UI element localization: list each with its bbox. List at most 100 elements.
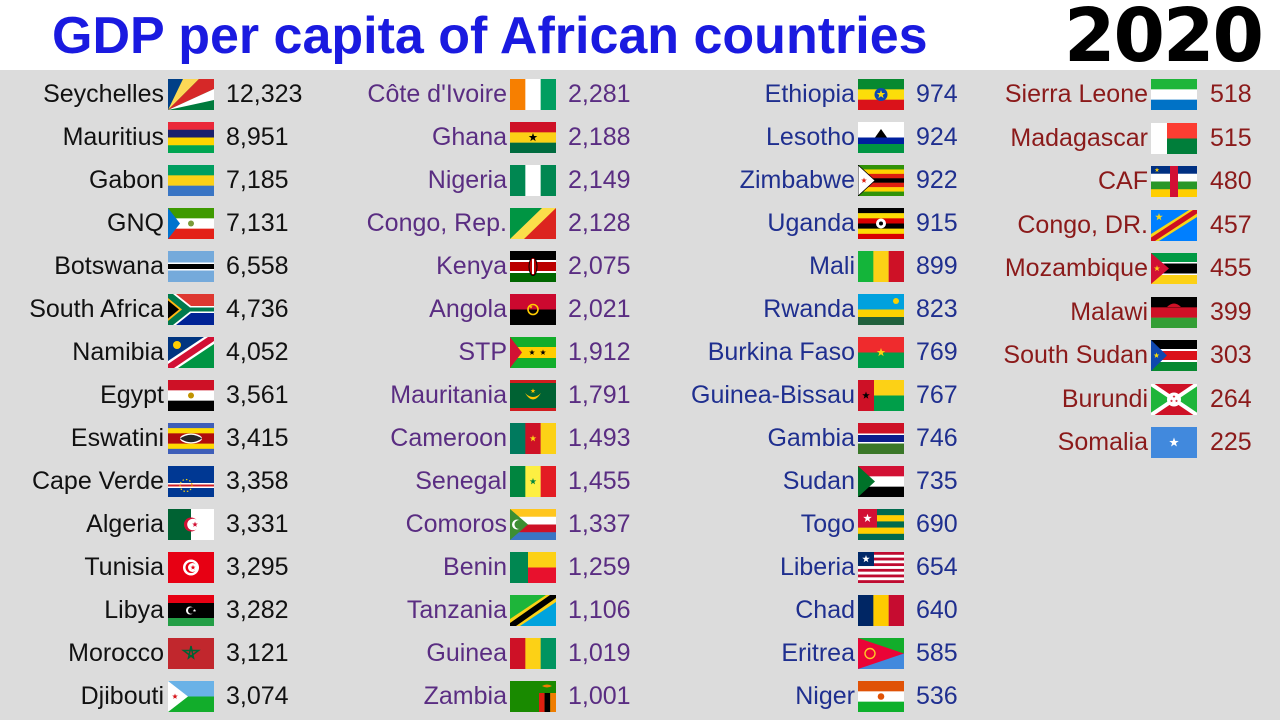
benin-flag-icon: [510, 552, 556, 583]
gdp-value: 3,295: [226, 553, 289, 581]
kenya-flag-icon: [510, 251, 556, 282]
country-name: Lesotho: [766, 123, 855, 151]
mauritius-flag-icon: [168, 122, 214, 153]
nigeria-flag-icon: [510, 165, 556, 196]
country-name: South Africa: [29, 295, 164, 323]
country-name: Tanzania: [406, 596, 507, 624]
southsudan-flag-icon: [1151, 340, 1197, 371]
country-name: Sierra Leone: [1004, 80, 1148, 108]
country-name: Namibia: [72, 338, 164, 366]
gdp-value: 2,281: [568, 80, 631, 108]
country-name: Somalia: [1057, 428, 1148, 456]
burundi-flag-icon: [1151, 383, 1197, 415]
lesotho-flag-icon: [858, 122, 904, 153]
country-name: Liberia: [779, 553, 855, 581]
country-name: Togo: [800, 510, 855, 538]
liberia-flag-icon: [858, 552, 904, 583]
gdp-value: 3,282: [226, 596, 289, 624]
country-name: Guinea-Bissau: [691, 381, 855, 409]
capeverde-flag-icon: [168, 466, 214, 497]
niger-flag-icon: [858, 681, 904, 712]
country-name: CAF: [1098, 167, 1148, 195]
madagascar-flag-icon: [1151, 122, 1197, 154]
gdp-value: 1,001: [568, 682, 631, 710]
country-name: Rwanda: [763, 295, 855, 323]
gdp-value: 1,455: [568, 467, 631, 495]
uganda-flag-icon: [858, 208, 904, 239]
gdp-value: 536: [916, 682, 958, 710]
country-name: Ghana: [431, 123, 507, 151]
gdp-value: 455: [1210, 254, 1252, 282]
burkina-flag-icon: [858, 337, 904, 368]
country-name: Zambia: [423, 682, 507, 710]
country-name: Cape Verde: [31, 467, 164, 495]
drc-flag-icon: [1151, 209, 1197, 241]
gdp-value: 6,558: [226, 252, 289, 280]
gdp-value: 2,149: [568, 166, 631, 194]
gdp-value: 225: [1210, 428, 1252, 456]
gdp-value: 3,415: [226, 424, 289, 452]
year-label: 2020: [1064, 0, 1264, 79]
gdp-value: 515: [1210, 123, 1252, 152]
senegal-flag-icon: [510, 466, 556, 497]
gdp-value: 3,331: [226, 510, 289, 538]
rwanda-flag-icon: [858, 294, 904, 325]
country-name: Kenya: [436, 252, 507, 280]
comoros-flag-icon: [510, 509, 556, 540]
gdp-value: 4,052: [226, 338, 289, 366]
gdp-value: 1,493: [568, 424, 631, 452]
stp-flag-icon: [510, 337, 556, 368]
gdp-value: 922: [916, 166, 958, 194]
gdp-value: 735: [916, 467, 958, 495]
country-name: Malawi: [1070, 297, 1148, 326]
mozambique-flag-icon: [1151, 253, 1197, 284]
egypt-flag-icon: [168, 380, 214, 411]
gdp-value: 1,791: [568, 381, 631, 409]
gdp-value: 2,188: [568, 123, 631, 151]
country-name: Gambia: [767, 424, 855, 452]
southafrica-flag-icon: [168, 294, 214, 325]
country-name: Burundi: [1061, 384, 1148, 413]
country-name: Uganda: [767, 209, 855, 237]
country-name: Djibouti: [80, 682, 164, 710]
gdp-value: 7,131: [226, 209, 289, 237]
seychelles-flag-icon: [168, 79, 214, 110]
congorep-flag-icon: [510, 208, 556, 239]
country-name: Comoros: [405, 510, 507, 538]
somalia-flag-icon: [1151, 427, 1197, 458]
country-name: Mauritania: [390, 381, 507, 409]
country-name: Eswatini: [70, 424, 164, 452]
country-name: Eritrea: [781, 639, 855, 667]
country-name: Mali: [809, 252, 855, 280]
gdp-value: 1,259: [568, 553, 631, 581]
zambia-flag-icon: [510, 681, 556, 712]
country-name: Morocco: [68, 639, 164, 667]
cameroon-flag-icon: [510, 423, 556, 454]
guinea-flag-icon: [510, 638, 556, 669]
gambia-flag-icon: [858, 423, 904, 454]
caf-flag-icon: [1151, 166, 1197, 197]
header-bar: GDP per capita of African countries 2020: [0, 0, 1280, 79]
country-name: South Sudan: [1003, 341, 1148, 369]
chad-flag-icon: [858, 595, 904, 626]
gdp-value: 974: [916, 80, 958, 108]
tanzania-flag-icon: [510, 595, 556, 626]
sierraleone-flag-icon: [1151, 79, 1197, 110]
country-name: Seychelles: [43, 80, 164, 108]
gdp-value: 457: [1210, 210, 1252, 239]
gdp-value: 823: [916, 295, 958, 323]
gdp-value: 3,561: [226, 381, 289, 409]
country-name: Senegal: [415, 467, 507, 495]
malawi-flag-icon: [1151, 296, 1197, 328]
gdp-value: 3,074: [226, 682, 289, 710]
mauritania-flag-icon: [510, 380, 556, 411]
gdp-value: 1,912: [568, 338, 631, 366]
tunisia-flag-icon: [168, 552, 214, 583]
gdp-value: 746: [916, 424, 958, 452]
gdp-value: 3,121: [226, 639, 289, 667]
page-title: GDP per capita of African countries: [52, 7, 928, 65]
namibia-flag-icon: [168, 337, 214, 368]
ghana-flag-icon: [510, 122, 556, 153]
country-name: Cameroon: [390, 424, 507, 452]
country-name: Madagascar: [1010, 123, 1148, 152]
